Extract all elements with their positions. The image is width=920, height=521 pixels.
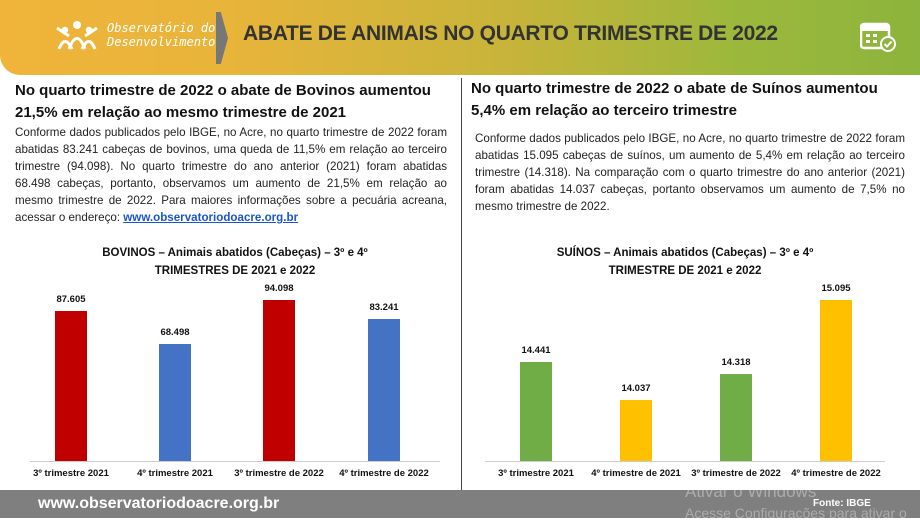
- category-label: 4º trimestre 2021: [137, 468, 213, 479]
- chart-title-line: SUÍNOS – Animais abatidos (Cabeças) – 3º…: [556, 247, 814, 259]
- arrow-divider-icon: [216, 12, 228, 64]
- watermark-line: Ativar o Windows: [685, 482, 817, 501]
- footer-site: www.observatoriodoacre.org.br: [38, 495, 280, 512]
- chart-bar: [720, 373, 752, 461]
- category-label: 4º trimestre de 2022: [339, 468, 429, 479]
- chart-title-line: TRIMESTRES DE 2021 e 2022: [154, 265, 316, 277]
- bar-value-label: 83.241: [369, 301, 399, 313]
- suinos-heading: No quarto trimestre de 2022 o abate de S…: [471, 80, 878, 119]
- logo-line-1: Observatório do: [107, 21, 216, 35]
- bar-value-label: 94.098: [264, 283, 294, 294]
- chart-title-line: TRIMESTRE DE 2021 e 2022: [608, 265, 762, 277]
- chart-bar: [55, 311, 87, 461]
- bar-value-label: 14.318: [721, 356, 751, 368]
- bovinos-heading: No quarto trimestre de 2022 o abate de B…: [15, 82, 431, 121]
- bar-value-label: 68.498: [160, 326, 190, 338]
- category-label: 4º trimestre de 2021: [591, 468, 681, 479]
- category-label: 4º trimestre de 2022: [791, 468, 881, 479]
- bar-value-label: 14.037: [621, 383, 651, 395]
- chart-bar: [820, 300, 852, 461]
- bar-value-label: 87.605: [56, 294, 86, 306]
- footer-bar: [0, 490, 920, 518]
- calendar-check-icon: [860, 22, 896, 52]
- chart-bar: [620, 400, 652, 461]
- header-banner: Observatório do Desenvolvimento ABATE DE …: [0, 0, 920, 75]
- suinos-x-axis: [485, 461, 885, 462]
- logo: Observatório do Desenvolvimento: [55, 20, 215, 50]
- column-divider: [461, 78, 462, 490]
- category-label: 3º trimestre de 2022: [691, 468, 781, 479]
- chart-bar: [263, 300, 295, 461]
- logo-line-2: Desenvolvimento: [107, 35, 216, 49]
- suinos-body: Conforme dados publicados pelo IBGE, no …: [475, 132, 905, 213]
- bovinos-chart-title: BOVINOS – Animais abatidos (Cabeças) – 3…: [40, 244, 430, 280]
- bovinos-body: Conforme dados publicados pelo IBGE, no …: [15, 126, 447, 224]
- category-label: 3º trimestre 2021: [498, 468, 574, 479]
- bar-value-label: 14.441: [521, 345, 551, 357]
- source-label: Fonte: IBGE: [813, 498, 871, 509]
- category-label: 3º trimestre de 2022: [234, 468, 324, 479]
- bovinos-x-axis: [30, 461, 440, 462]
- chart-bar: [159, 343, 191, 461]
- bar-value-label: 15.095: [821, 283, 851, 294]
- bovinos-paragraph: Conforme dados publicados pelo IBGE, no …: [15, 124, 447, 226]
- watermark-line: Acesse Configurações para ativar o: [685, 505, 907, 521]
- site-link[interactable]: www.observatoriodoacre.org.br: [123, 211, 299, 224]
- chart-bar: [520, 362, 552, 461]
- suinos-chart-title: SUÍNOS – Animais abatidos (Cabeças) – 3º…: [490, 244, 880, 280]
- people-logo-icon: [56, 21, 98, 50]
- category-label: 3º trimestre 2021: [33, 468, 109, 479]
- chart-title-line: BOVINOS – Animais abatidos (Cabeças) – 3…: [102, 247, 368, 259]
- chart-bar: [368, 318, 400, 461]
- page-title: ABATE DE ANIMAIS NO QUARTO TRIMESTRE DE …: [243, 22, 778, 45]
